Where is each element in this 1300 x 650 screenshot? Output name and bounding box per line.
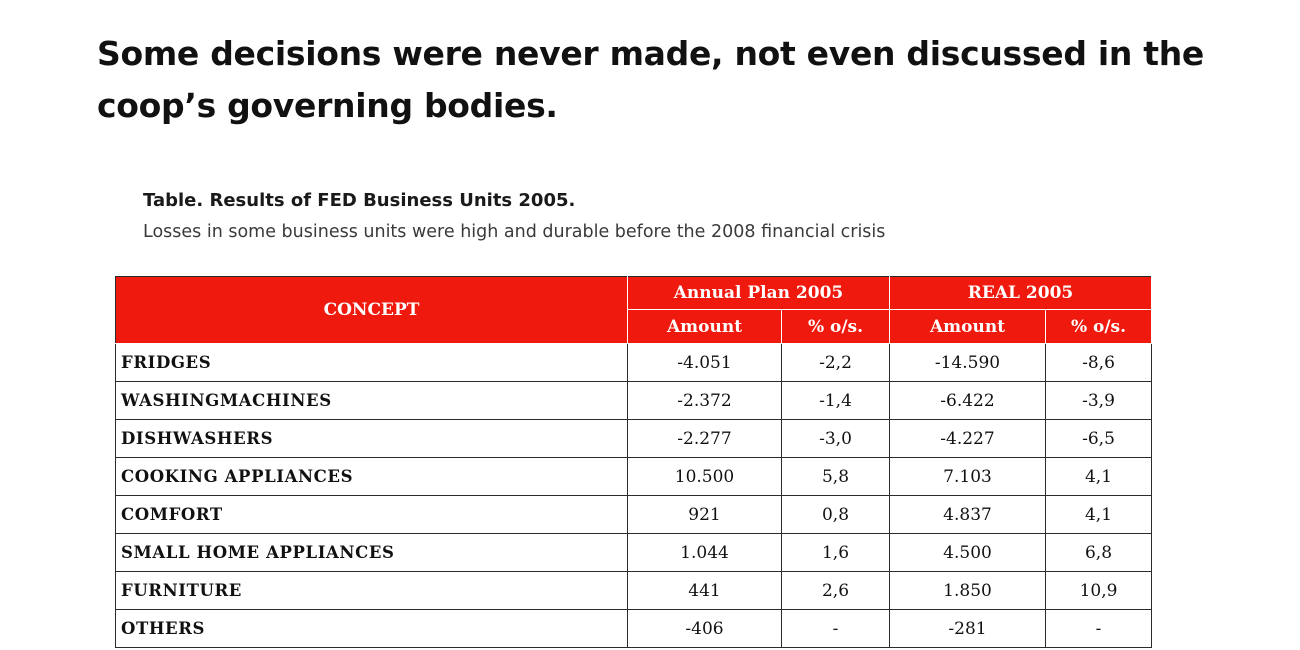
cell-concept: FURNITURE <box>115 571 628 610</box>
table-row: SMALL HOME APPLIANCES 1.044 1,6 4.500 6,8 <box>115 533 1152 572</box>
cell-plan-amount: 1.044 <box>627 533 782 572</box>
cell-plan-amount: -4.051 <box>627 343 782 382</box>
results-table: CONCEPT Annual Plan 2005 REAL 2005 Amoun… <box>115 276 1152 648</box>
cell-real-pct: -6,5 <box>1045 419 1152 458</box>
header-row-columns: Amount % o/s. Amount % o/s. <box>116 309 1152 344</box>
header-real-amount: Amount <box>889 309 1046 344</box>
cell-real-amount: -14.590 <box>889 343 1046 382</box>
table-body: FRIDGES -4.051 -2,2 -14.590 -8,6 WASHINGMACHI… <box>115 343 1152 648</box>
cell-plan-pct: 1,6 <box>781 533 890 572</box>
cell-concept: OTHERS <box>115 609 628 648</box>
cell-concept: WASHINGMACHINES <box>115 381 628 420</box>
table-caption-title: Table. Results of FED Business Units 200… <box>143 190 576 211</box>
cell-plan-amount: -406 <box>627 609 782 648</box>
cell-real-pct: 10,9 <box>1045 571 1152 610</box>
cell-plan-amount: -2.372 <box>627 381 782 420</box>
header-real: REAL 2005 <box>889 276 1152 310</box>
cell-real-amount: 4.837 <box>889 495 1046 534</box>
cell-concept: DISHWASHERS <box>115 419 628 458</box>
cell-plan-pct: 2,6 <box>781 571 890 610</box>
cell-concept: FRIDGES <box>115 343 628 382</box>
table-row: FURNITURE 441 2,6 1.850 10,9 <box>115 571 1152 610</box>
cell-plan-amount: 921 <box>627 495 782 534</box>
cell-plan-amount: -2.277 <box>627 419 782 458</box>
header-real-pct: % o/s. <box>1045 309 1152 344</box>
cell-real-pct: - <box>1045 609 1152 648</box>
table-row: COMFORT 921 0,8 4.837 4,1 <box>115 495 1152 534</box>
cell-real-pct: 6,8 <box>1045 533 1152 572</box>
cell-real-amount: -281 <box>889 609 1046 648</box>
cell-real-pct: -8,6 <box>1045 343 1152 382</box>
cell-plan-pct: -1,4 <box>781 381 890 420</box>
cell-real-pct: 4,1 <box>1045 495 1152 534</box>
header-plan-pct: % o/s. <box>781 309 890 344</box>
cell-plan-pct: -3,0 <box>781 419 890 458</box>
cell-plan-pct: -2,2 <box>781 343 890 382</box>
cell-plan-pct: 5,8 <box>781 457 890 496</box>
cell-plan-pct: 0,8 <box>781 495 890 534</box>
table-row: COOKING APPLIANCES 10.500 5,8 7.103 4,1 <box>115 457 1152 496</box>
cell-real-amount: -6.422 <box>889 381 1046 420</box>
header-row-groups: CONCEPT Annual Plan 2005 REAL 2005 <box>115 276 1152 344</box>
header-annual-plan: Annual Plan 2005 <box>627 276 890 310</box>
cell-concept: COMFORT <box>115 495 628 534</box>
table-row: WASHINGMACHINES -2.372 -1,4 -6.422 -3,9 <box>115 381 1152 420</box>
cell-real-amount: -4.227 <box>889 419 1046 458</box>
cell-real-amount: 4.500 <box>889 533 1046 572</box>
header-plan-amount: Amount <box>627 309 782 344</box>
cell-real-amount: 7.103 <box>889 457 1046 496</box>
cell-plan-amount: 10.500 <box>627 457 782 496</box>
table-header: CONCEPT Annual Plan 2005 REAL 2005 Amoun… <box>115 276 1152 344</box>
header-concept: CONCEPT <box>115 276 628 344</box>
table-row: FRIDGES -4.051 -2,2 -14.590 -8,6 <box>115 343 1152 382</box>
cell-plan-pct: - <box>781 609 890 648</box>
table-caption-subtitle: Losses in some business units were high … <box>143 222 886 242</box>
cell-real-pct: -3,9 <box>1045 381 1152 420</box>
cell-real-amount: 1.850 <box>889 571 1046 610</box>
table-row: OTHERS -406- -281- <box>115 609 1152 648</box>
table-row: DISHWASHERS -2.277 -3,0 -4.227 -6,5 <box>115 419 1152 458</box>
cell-concept: COOKING APPLIANCES <box>115 457 628 496</box>
cell-real-pct: 4,1 <box>1045 457 1152 496</box>
slide-heading: Some decisions were never made, not even… <box>97 34 1204 125</box>
cell-concept: SMALL HOME APPLIANCES <box>115 533 628 572</box>
cell-plan-amount: 441 <box>627 571 782 610</box>
